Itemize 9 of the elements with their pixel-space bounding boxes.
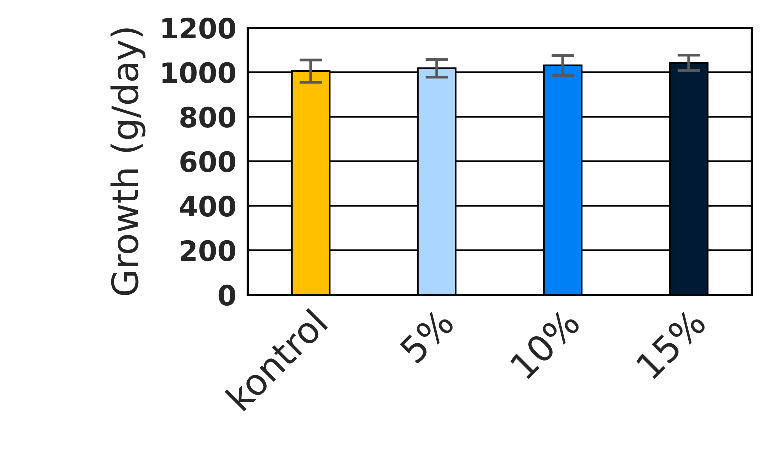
y-tick-label: 600 xyxy=(180,151,236,172)
y-tick-label: 200 xyxy=(181,240,236,262)
y-tick-label: 1000 xyxy=(162,62,236,84)
y-tick-label: 0 xyxy=(218,284,236,306)
y-tick-label: 800 xyxy=(180,106,236,128)
x-tick-label: 5% xyxy=(398,308,456,364)
y-tick-label: 400 xyxy=(180,196,236,217)
y-tick-label: 1200 xyxy=(162,18,236,39)
y-axis-title: Growth (g/day) xyxy=(110,28,146,296)
